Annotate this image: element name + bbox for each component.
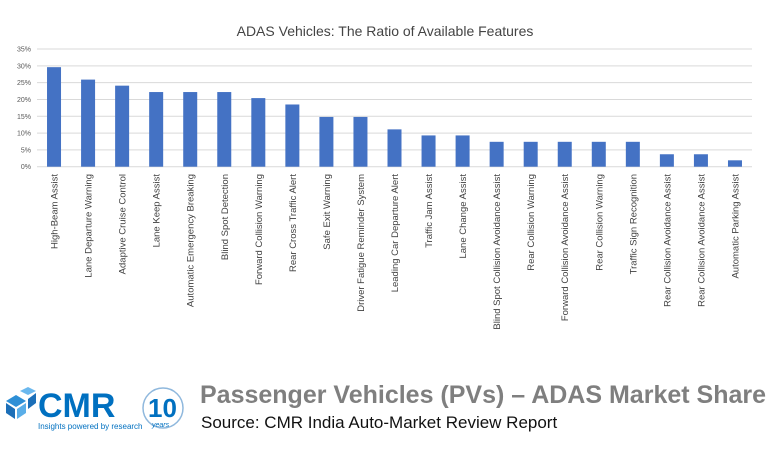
x-tick-label: Rear Collision Warning bbox=[594, 174, 605, 271]
x-tick-label: Adaptive Cruise Control bbox=[118, 174, 129, 274]
x-tick-label: Leading Car Departure Alert bbox=[390, 174, 401, 293]
bar bbox=[183, 92, 198, 167]
svg-text:10: 10 bbox=[148, 393, 177, 423]
bar bbox=[523, 141, 538, 167]
x-tick-label: Lane Departure Warning bbox=[84, 174, 95, 278]
bar bbox=[353, 116, 368, 167]
x-tick-label: Forward Collision Warning bbox=[254, 174, 265, 285]
bar bbox=[387, 129, 402, 167]
bar bbox=[625, 141, 640, 167]
x-tick-label: Rear Collision Warning bbox=[526, 174, 537, 271]
x-tick-label: Driver Fatigue Reminder System bbox=[356, 174, 367, 312]
bar bbox=[591, 141, 606, 167]
x-tick-label: Automatic Emergency Breaking bbox=[186, 174, 197, 307]
svg-text:years: years bbox=[151, 422, 170, 429]
x-tick-label: Blind Spot Collision Avoidance Assist bbox=[492, 174, 503, 330]
footer-title: Passenger Vehicles (PVs) – ADAS Market S… bbox=[200, 381, 767, 409]
x-tick-label: Rear Collision Avoidance Assist bbox=[662, 174, 673, 307]
cmr-logo: CMR Insights powered by research 10 year… bbox=[2, 383, 192, 433]
x-tick-label: Automatic Parking Assist bbox=[730, 174, 741, 279]
x-tick-label: Blind Spot Detection bbox=[220, 174, 231, 260]
y-tick-label: 0% bbox=[21, 164, 31, 171]
y-tick-label: 25% bbox=[17, 80, 31, 87]
bar bbox=[81, 79, 96, 167]
x-tick-label: Safe Exit Warning bbox=[322, 174, 333, 250]
chart-title: ADAS Vehicles: The Ratio of Available Fe… bbox=[237, 23, 534, 39]
x-tick-label: Lane Change Assist bbox=[458, 174, 469, 259]
svg-text:Insights powered by research: Insights powered by research bbox=[38, 422, 143, 431]
y-tick-label: 35% bbox=[17, 47, 31, 54]
bar bbox=[319, 116, 334, 167]
footer-source: Source: CMR India Auto-Market Review Rep… bbox=[201, 413, 558, 432]
bar-chart: ADAS Vehicles: The Ratio of Available Fe… bbox=[17, 23, 752, 330]
x-tick-label: Rear Collision Avoidance Assist bbox=[696, 174, 707, 307]
x-tick-label: Traffic Sign Recognition bbox=[628, 174, 639, 274]
y-tick-label: 5% bbox=[21, 147, 31, 154]
y-tick-label: 15% bbox=[17, 114, 31, 121]
y-tick-label: 20% bbox=[17, 97, 31, 104]
x-tick-label: Lane Keep Assist bbox=[152, 174, 163, 248]
svg-text:CMR: CMR bbox=[38, 387, 115, 425]
bar bbox=[421, 135, 436, 167]
bar bbox=[217, 92, 232, 167]
bar bbox=[693, 154, 708, 167]
bar bbox=[727, 160, 742, 167]
bar bbox=[47, 67, 62, 167]
y-tick-label: 10% bbox=[17, 131, 31, 138]
bar bbox=[115, 85, 130, 167]
x-tick-label: Forward Collision Avoidance Assist bbox=[560, 174, 571, 322]
cube-logo-icon bbox=[6, 387, 36, 419]
x-tick-label: High-Beam Assist bbox=[50, 174, 61, 249]
x-tick-label: Traffic Jam Assist bbox=[424, 174, 435, 248]
bar bbox=[455, 135, 470, 167]
bar bbox=[557, 141, 572, 167]
x-tick-label: Rear Cross Traffic Alert bbox=[288, 174, 299, 272]
bar bbox=[149, 92, 164, 167]
y-tick-label: 30% bbox=[17, 63, 31, 70]
bar bbox=[659, 154, 674, 167]
bar bbox=[489, 141, 504, 167]
bar bbox=[251, 98, 266, 167]
bar bbox=[285, 104, 300, 167]
